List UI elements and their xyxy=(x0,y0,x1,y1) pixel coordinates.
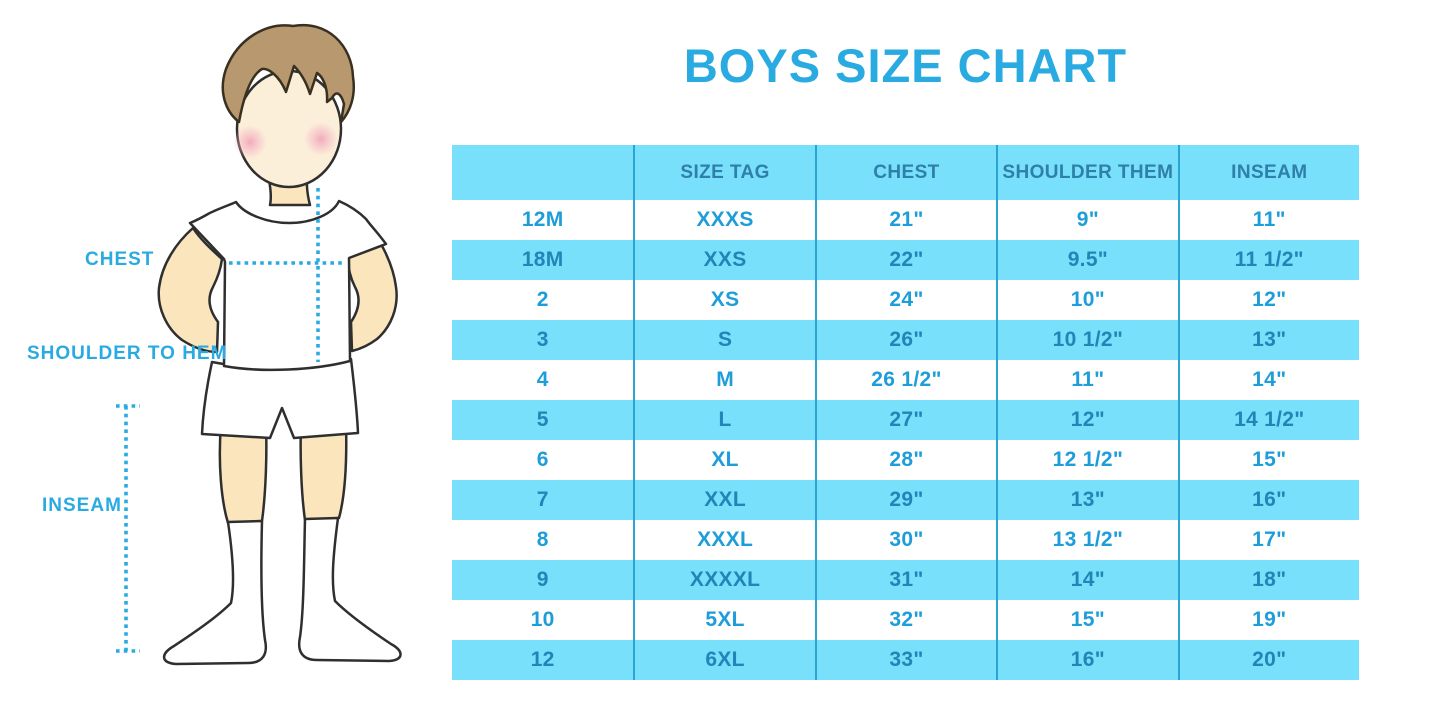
boy-hair xyxy=(221,23,355,124)
table-cell: 5 xyxy=(452,400,634,440)
table-cell: 2 xyxy=(536,288,549,311)
table-cell: 15" xyxy=(1177,440,1359,480)
table-cell: XS xyxy=(633,280,814,320)
table-cell: 9.5" xyxy=(996,240,1178,280)
boy-illustration xyxy=(116,23,402,666)
chest-label: CHEST xyxy=(85,249,155,270)
table-cell: 6 xyxy=(536,448,549,471)
table-cell: 13 1/2" xyxy=(996,520,1177,560)
table-cell: 16" xyxy=(996,640,1178,680)
table-cell: M xyxy=(633,360,814,400)
boy-left-sock xyxy=(162,519,267,666)
header-cell: SHOULDER THEM xyxy=(996,145,1178,200)
page-title: BOYS SIZE CHART xyxy=(683,39,1128,92)
header-cell: SIZE TAG xyxy=(633,145,815,200)
inseam-label: INSEAM xyxy=(42,495,122,516)
table-cell: 14" xyxy=(1177,360,1359,400)
table-cell: 27" xyxy=(814,400,997,440)
table-cell: 11" xyxy=(1177,200,1359,240)
table-cell: 15" xyxy=(996,600,1177,640)
boy-tshirt xyxy=(188,199,388,372)
table-cell: 30" xyxy=(814,520,996,560)
table-cell: 6XL xyxy=(633,640,815,680)
table-cell: 17" xyxy=(1177,520,1359,560)
header-cell xyxy=(452,145,634,200)
table-cell: 10 xyxy=(530,608,555,631)
table-cell: 19" xyxy=(1177,600,1359,640)
table-cell: 12" xyxy=(1177,280,1359,320)
table-cell: 7 xyxy=(452,480,634,520)
table-cell: 14 1/2" xyxy=(1177,400,1359,440)
table-cell: 24" xyxy=(814,280,996,320)
boy-left-blush xyxy=(233,125,267,159)
table-cell: 4 xyxy=(536,368,549,391)
table-cell: 10 1/2" xyxy=(996,320,1178,360)
table-cell: 14" xyxy=(996,560,1178,600)
table-cell: 12" xyxy=(996,400,1178,440)
table-cell: S xyxy=(633,320,815,360)
table-cell: 11" xyxy=(996,360,1177,400)
table-cell: XXL xyxy=(633,480,815,520)
table-cell: 16" xyxy=(1177,480,1359,520)
table-cell: 11 1/2" xyxy=(1177,240,1359,280)
boy-left-arm xyxy=(157,226,224,354)
table-cell: 13" xyxy=(1177,320,1359,360)
table-cell: 26 1/2" xyxy=(814,360,996,400)
table-cell: XXXL xyxy=(633,520,814,560)
header-cell: CHEST xyxy=(814,145,997,200)
table-cell: 29" xyxy=(814,480,997,520)
table-cell: 8 xyxy=(536,528,549,551)
table-cell: 32" xyxy=(814,600,996,640)
size-table: SIZE TAG CHEST SHOULDER THEM INSEAM 12M XXXS 2… xyxy=(452,145,1359,680)
table-cell: 12M xyxy=(521,208,564,231)
table-cell: 12 1/2" xyxy=(996,440,1177,480)
table-cell: XXS xyxy=(633,240,815,280)
table-cell: 3 xyxy=(452,320,634,360)
table-cell: 18" xyxy=(1177,560,1359,600)
shoulder-to-hem-label: SHOULDER TO HEM xyxy=(27,343,228,364)
header-cell: INSEAM xyxy=(1177,145,1359,200)
table-cell: 12 xyxy=(452,640,634,680)
table-cell: L xyxy=(633,400,815,440)
table-cell: XXXXL xyxy=(633,560,815,600)
table-cell: 18M xyxy=(452,240,634,280)
boy-right-sock xyxy=(298,516,402,663)
table-cell: 5XL xyxy=(633,600,814,640)
table-cell: 9 xyxy=(452,560,634,600)
table-cell: 20" xyxy=(1177,640,1359,680)
boy-right-blush xyxy=(304,122,338,156)
table-cell: 26" xyxy=(814,320,997,360)
table-cell: 22" xyxy=(814,240,997,280)
table-cell: 21" xyxy=(814,200,996,240)
table-cell: XL xyxy=(633,440,814,480)
boy-left-thigh xyxy=(218,422,268,525)
table-cell: 10" xyxy=(996,280,1177,320)
table-cell: 9" xyxy=(996,200,1177,240)
table-cell: XXXS xyxy=(633,200,814,240)
table-cell: 28" xyxy=(814,440,996,480)
table-cell: 31" xyxy=(814,560,997,600)
table-cell: 33" xyxy=(814,640,997,680)
table-cell: 13" xyxy=(996,480,1178,520)
